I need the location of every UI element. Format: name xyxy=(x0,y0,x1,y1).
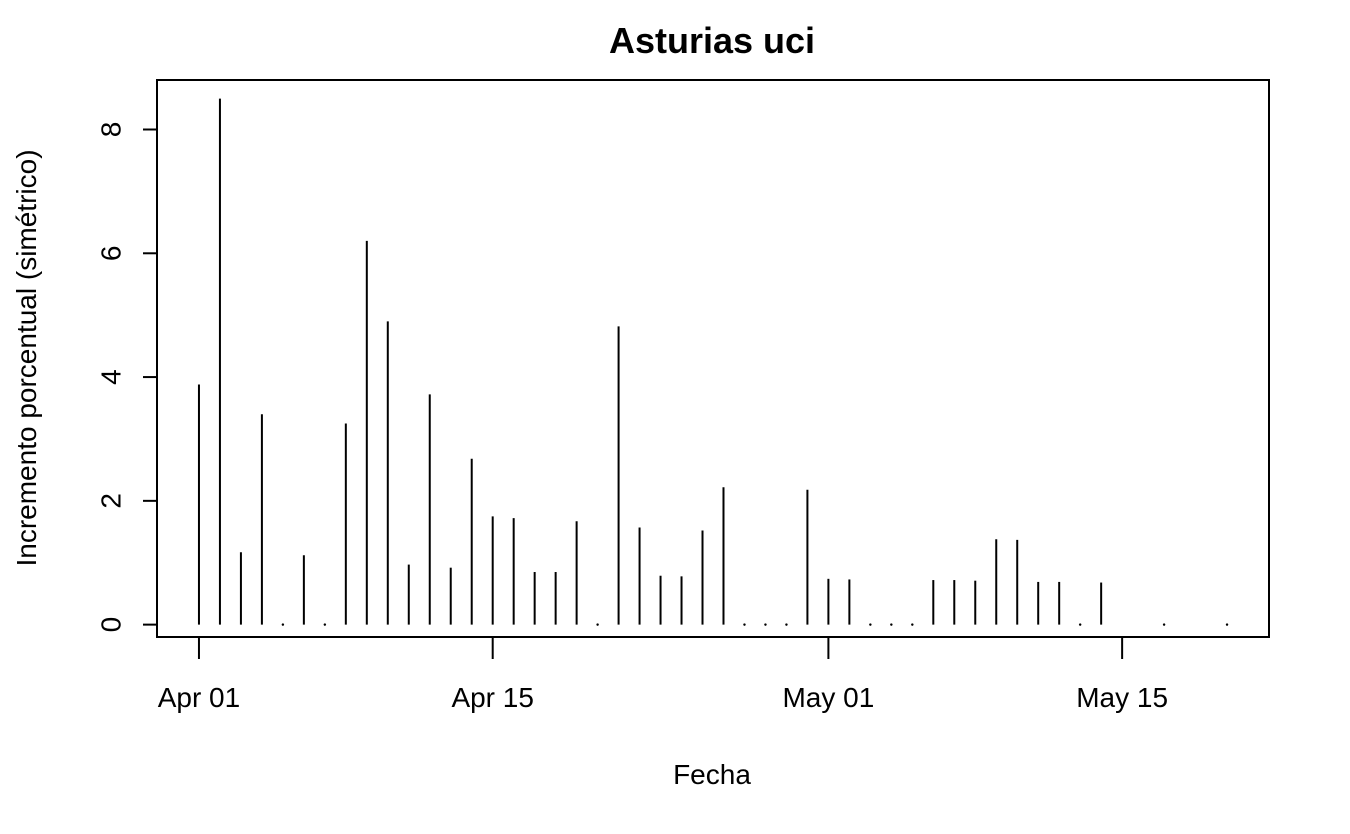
bar xyxy=(743,623,746,626)
bar xyxy=(1078,623,1082,626)
bar xyxy=(869,623,872,626)
y-tick-label: 4 xyxy=(96,369,127,385)
x-tick-label: May 01 xyxy=(782,682,874,713)
y-axis: 0 2 4 6 8 xyxy=(96,122,158,633)
x-axis-label: Fecha xyxy=(673,759,751,790)
bars xyxy=(197,98,1229,626)
bar xyxy=(890,623,893,626)
y-tick-label: 0 xyxy=(96,617,127,633)
chart-title: Asturias uci xyxy=(609,20,815,61)
bar xyxy=(785,623,788,626)
bar xyxy=(764,623,767,626)
bar xyxy=(1225,623,1229,626)
bar xyxy=(1162,623,1166,626)
y-tick-label: 2 xyxy=(96,493,127,509)
bar xyxy=(323,623,327,626)
bar xyxy=(911,623,914,626)
y-axis-label: Incremento porcentual (simétrico) xyxy=(11,149,42,566)
y-tick-label: 8 xyxy=(96,122,127,138)
y-tick-label: 6 xyxy=(96,245,127,261)
x-tick-label: Apr 01 xyxy=(158,682,241,713)
bar xyxy=(596,623,599,626)
x-tick-label: Apr 15 xyxy=(451,682,534,713)
x-axis: Apr 01 Apr 15 May 01 May 15 xyxy=(158,636,1168,713)
bar xyxy=(281,623,285,626)
x-tick-label: May 15 xyxy=(1076,682,1168,713)
plot-frame xyxy=(156,79,1270,638)
